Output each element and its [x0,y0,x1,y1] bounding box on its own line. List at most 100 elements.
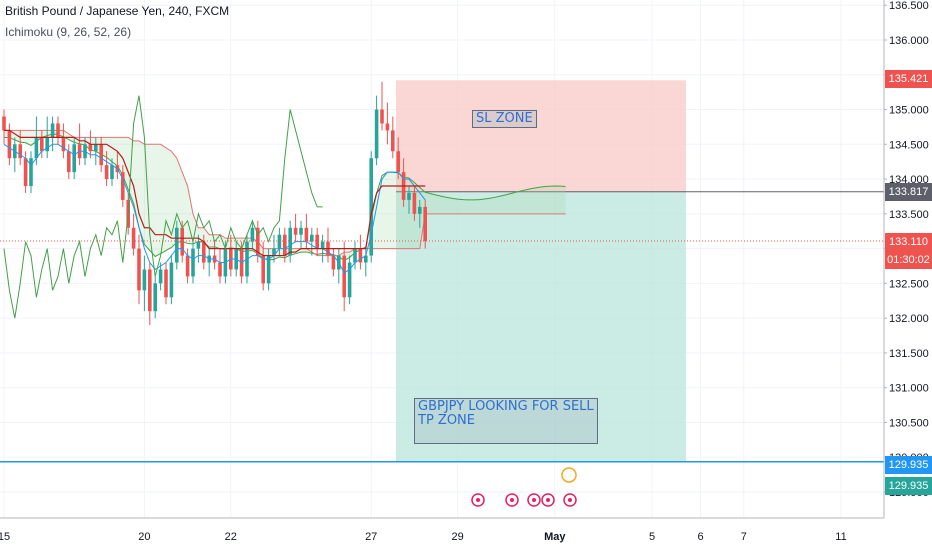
time-axis-label: 22 [225,531,237,543]
candle-body[interactable] [266,255,271,284]
candle-body[interactable] [277,234,282,249]
candle-body[interactable] [202,241,206,263]
candle-body[interactable] [315,234,319,249]
candle-body[interactable] [196,241,201,249]
price-axis-label: 131.000 [889,383,929,395]
last-price-tag: 133.110 [885,233,932,251]
time-axis-label: 15 [0,531,10,543]
candle-body[interactable] [40,137,44,152]
candle-body[interactable] [380,109,384,124]
price-axis-label: 133.500 [889,209,929,221]
sl-zone-label[interactable]: SL ZONE [472,110,537,128]
candle-body[interactable] [2,116,6,131]
candle-body[interactable] [153,283,157,312]
candle-body[interactable] [423,206,427,241]
price-axis-label: 136.000 [889,35,929,47]
event-flag-icon[interactable] [561,467,577,483]
candle-body[interactable] [385,123,390,131]
candle-body[interactable] [391,130,395,152]
candle-body[interactable] [283,234,287,256]
candle-body[interactable] [50,123,55,138]
sl-price-tag: 135.421 [885,70,932,88]
candle-body[interactable] [261,255,265,284]
candle-body[interactable] [148,269,152,312]
candle-body[interactable] [358,248,363,263]
candle-body[interactable] [110,165,114,180]
candle-body[interactable] [94,144,98,152]
candle-body[interactable] [175,227,179,263]
candle-body[interactable] [310,234,314,242]
candle-body[interactable] [18,144,22,159]
candle-body[interactable] [104,165,109,180]
tp-zone[interactable] [396,191,686,462]
candle-body[interactable] [7,130,12,159]
candle-body[interactable] [45,137,49,152]
candle-body[interactable] [158,269,163,284]
event-flag-dot [546,498,550,502]
event-flag-dot [532,498,536,502]
candle-body[interactable] [137,248,141,291]
candle-body[interactable] [250,227,255,242]
time-axis-label: May [544,531,566,543]
candle-body[interactable] [99,144,103,166]
time-axis-label: 7 [741,531,747,543]
candle-body[interactable] [299,227,303,235]
candle-body[interactable] [142,269,147,291]
time-axis-label: 20 [138,531,150,543]
candle-body[interactable] [180,227,184,256]
candle-body[interactable] [412,192,417,214]
price-axis-label: 135.000 [889,105,929,117]
candle-body[interactable] [304,227,309,242]
tp-zone-text-line1: GBPJPY LOOKING FOR SELL [418,399,594,414]
time-axis-label: 6 [698,531,704,543]
candle-body[interactable] [369,158,373,256]
candle-body[interactable] [218,262,222,277]
candle-body[interactable] [342,255,346,298]
candle-body[interactable] [185,255,190,277]
candle-body[interactable] [272,248,276,256]
candle-body[interactable] [320,241,325,249]
candle-body[interactable] [407,192,411,200]
candle-body[interactable] [418,206,422,214]
candle-body[interactable] [72,144,76,173]
price-axis-label: 134.500 [889,139,929,151]
candle-body[interactable] [169,262,174,298]
conversion-line [3,143,426,274]
indicator-legend[interactable]: Ichimoku (9, 26, 52, 26) [5,25,132,39]
price-axis-label: 131.500 [889,348,929,360]
candle-body[interactable] [29,158,33,187]
candle-body[interactable] [61,137,66,152]
lagging-span [3,95,323,319]
candle-body[interactable] [288,227,292,256]
candle-body[interactable] [88,144,93,152]
candle-body[interactable] [374,109,379,159]
symbol-title[interactable]: British Pound / Japanese Yen, 240, FXCM [5,4,230,18]
candle-body[interactable] [347,262,352,298]
price-axis-label: 132.500 [889,278,929,290]
candle-body[interactable] [364,255,368,263]
time-axis-label: 27 [365,531,377,543]
sl-zone[interactable] [396,80,686,192]
event-flag-dot [476,498,480,502]
candle-body[interactable] [121,172,125,200]
candle-body[interactable] [131,227,136,249]
countdown-tag: 01:30:02 [885,251,932,269]
candle-body[interactable] [331,255,336,270]
candle-body[interactable] [256,227,260,256]
candle-body[interactable] [293,227,298,235]
candle-body[interactable] [191,248,195,277]
candle-body[interactable] [396,151,400,173]
candle-body[interactable] [164,269,168,298]
candle-body[interactable] [34,137,39,159]
tp-zone-label[interactable]: GBPJPY LOOKING FOR SELL TP ZONE [414,398,598,444]
candle-body[interactable] [353,248,357,263]
candle-body[interactable] [23,158,28,187]
price-axis-label: 130.500 [889,417,929,429]
candle-body[interactable] [67,151,71,173]
time-axis-label: 29 [451,531,463,543]
candle-body[interactable] [56,123,60,138]
event-flag-dot [510,498,514,502]
entry-price-tag: 133.817 [885,183,932,201]
